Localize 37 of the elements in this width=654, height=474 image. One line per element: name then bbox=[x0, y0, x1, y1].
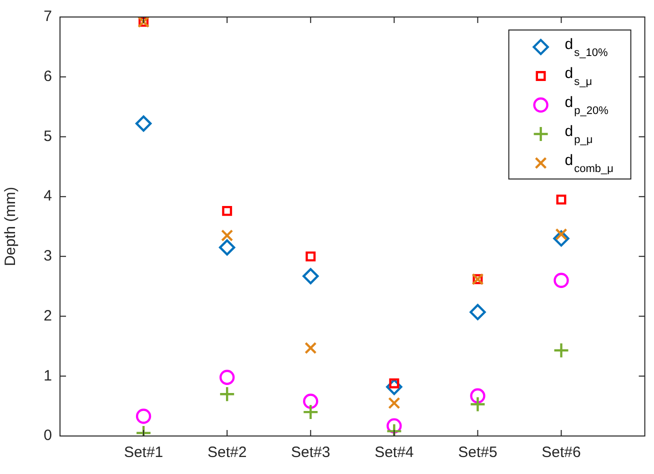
y-tick-label: 5 bbox=[44, 128, 52, 145]
x-tick-label: Set#6 bbox=[542, 444, 581, 462]
point bbox=[470, 388, 486, 404]
x-tick-label: Set#5 bbox=[458, 444, 498, 462]
y-tick-label: 1 bbox=[44, 367, 52, 384]
point bbox=[470, 396, 486, 412]
y-tick-label: 0 bbox=[44, 427, 52, 444]
y-tick-label: 6 bbox=[44, 68, 52, 85]
y-tick-label: 4 bbox=[44, 188, 52, 205]
point bbox=[306, 251, 316, 262]
point bbox=[386, 418, 402, 434]
point bbox=[303, 394, 318, 409]
point bbox=[553, 342, 570, 359]
point bbox=[470, 304, 486, 320]
y-tick-label: 7 bbox=[44, 8, 52, 26]
point bbox=[554, 272, 569, 288]
point bbox=[136, 408, 152, 424]
point bbox=[388, 397, 400, 410]
point bbox=[135, 115, 152, 132]
point bbox=[218, 239, 236, 256]
point bbox=[219, 370, 235, 385]
point bbox=[302, 268, 319, 284]
x-tick-label: Set#1 bbox=[124, 444, 164, 462]
y-tick-label: 2 bbox=[44, 307, 52, 324]
x-tick-label: Set#3 bbox=[291, 444, 330, 462]
point bbox=[304, 342, 317, 354]
point bbox=[221, 229, 234, 242]
point bbox=[218, 386, 236, 402]
point bbox=[302, 404, 319, 420]
point bbox=[553, 230, 570, 247]
y-axis-title: Depth (mm) bbox=[2, 186, 20, 266]
x-tick-label: Set#4 bbox=[374, 444, 414, 462]
x-tick-label: Set#2 bbox=[207, 444, 247, 462]
point bbox=[386, 378, 402, 396]
point bbox=[222, 206, 232, 216]
point bbox=[556, 194, 566, 205]
y-tick-label: 3 bbox=[44, 248, 52, 265]
